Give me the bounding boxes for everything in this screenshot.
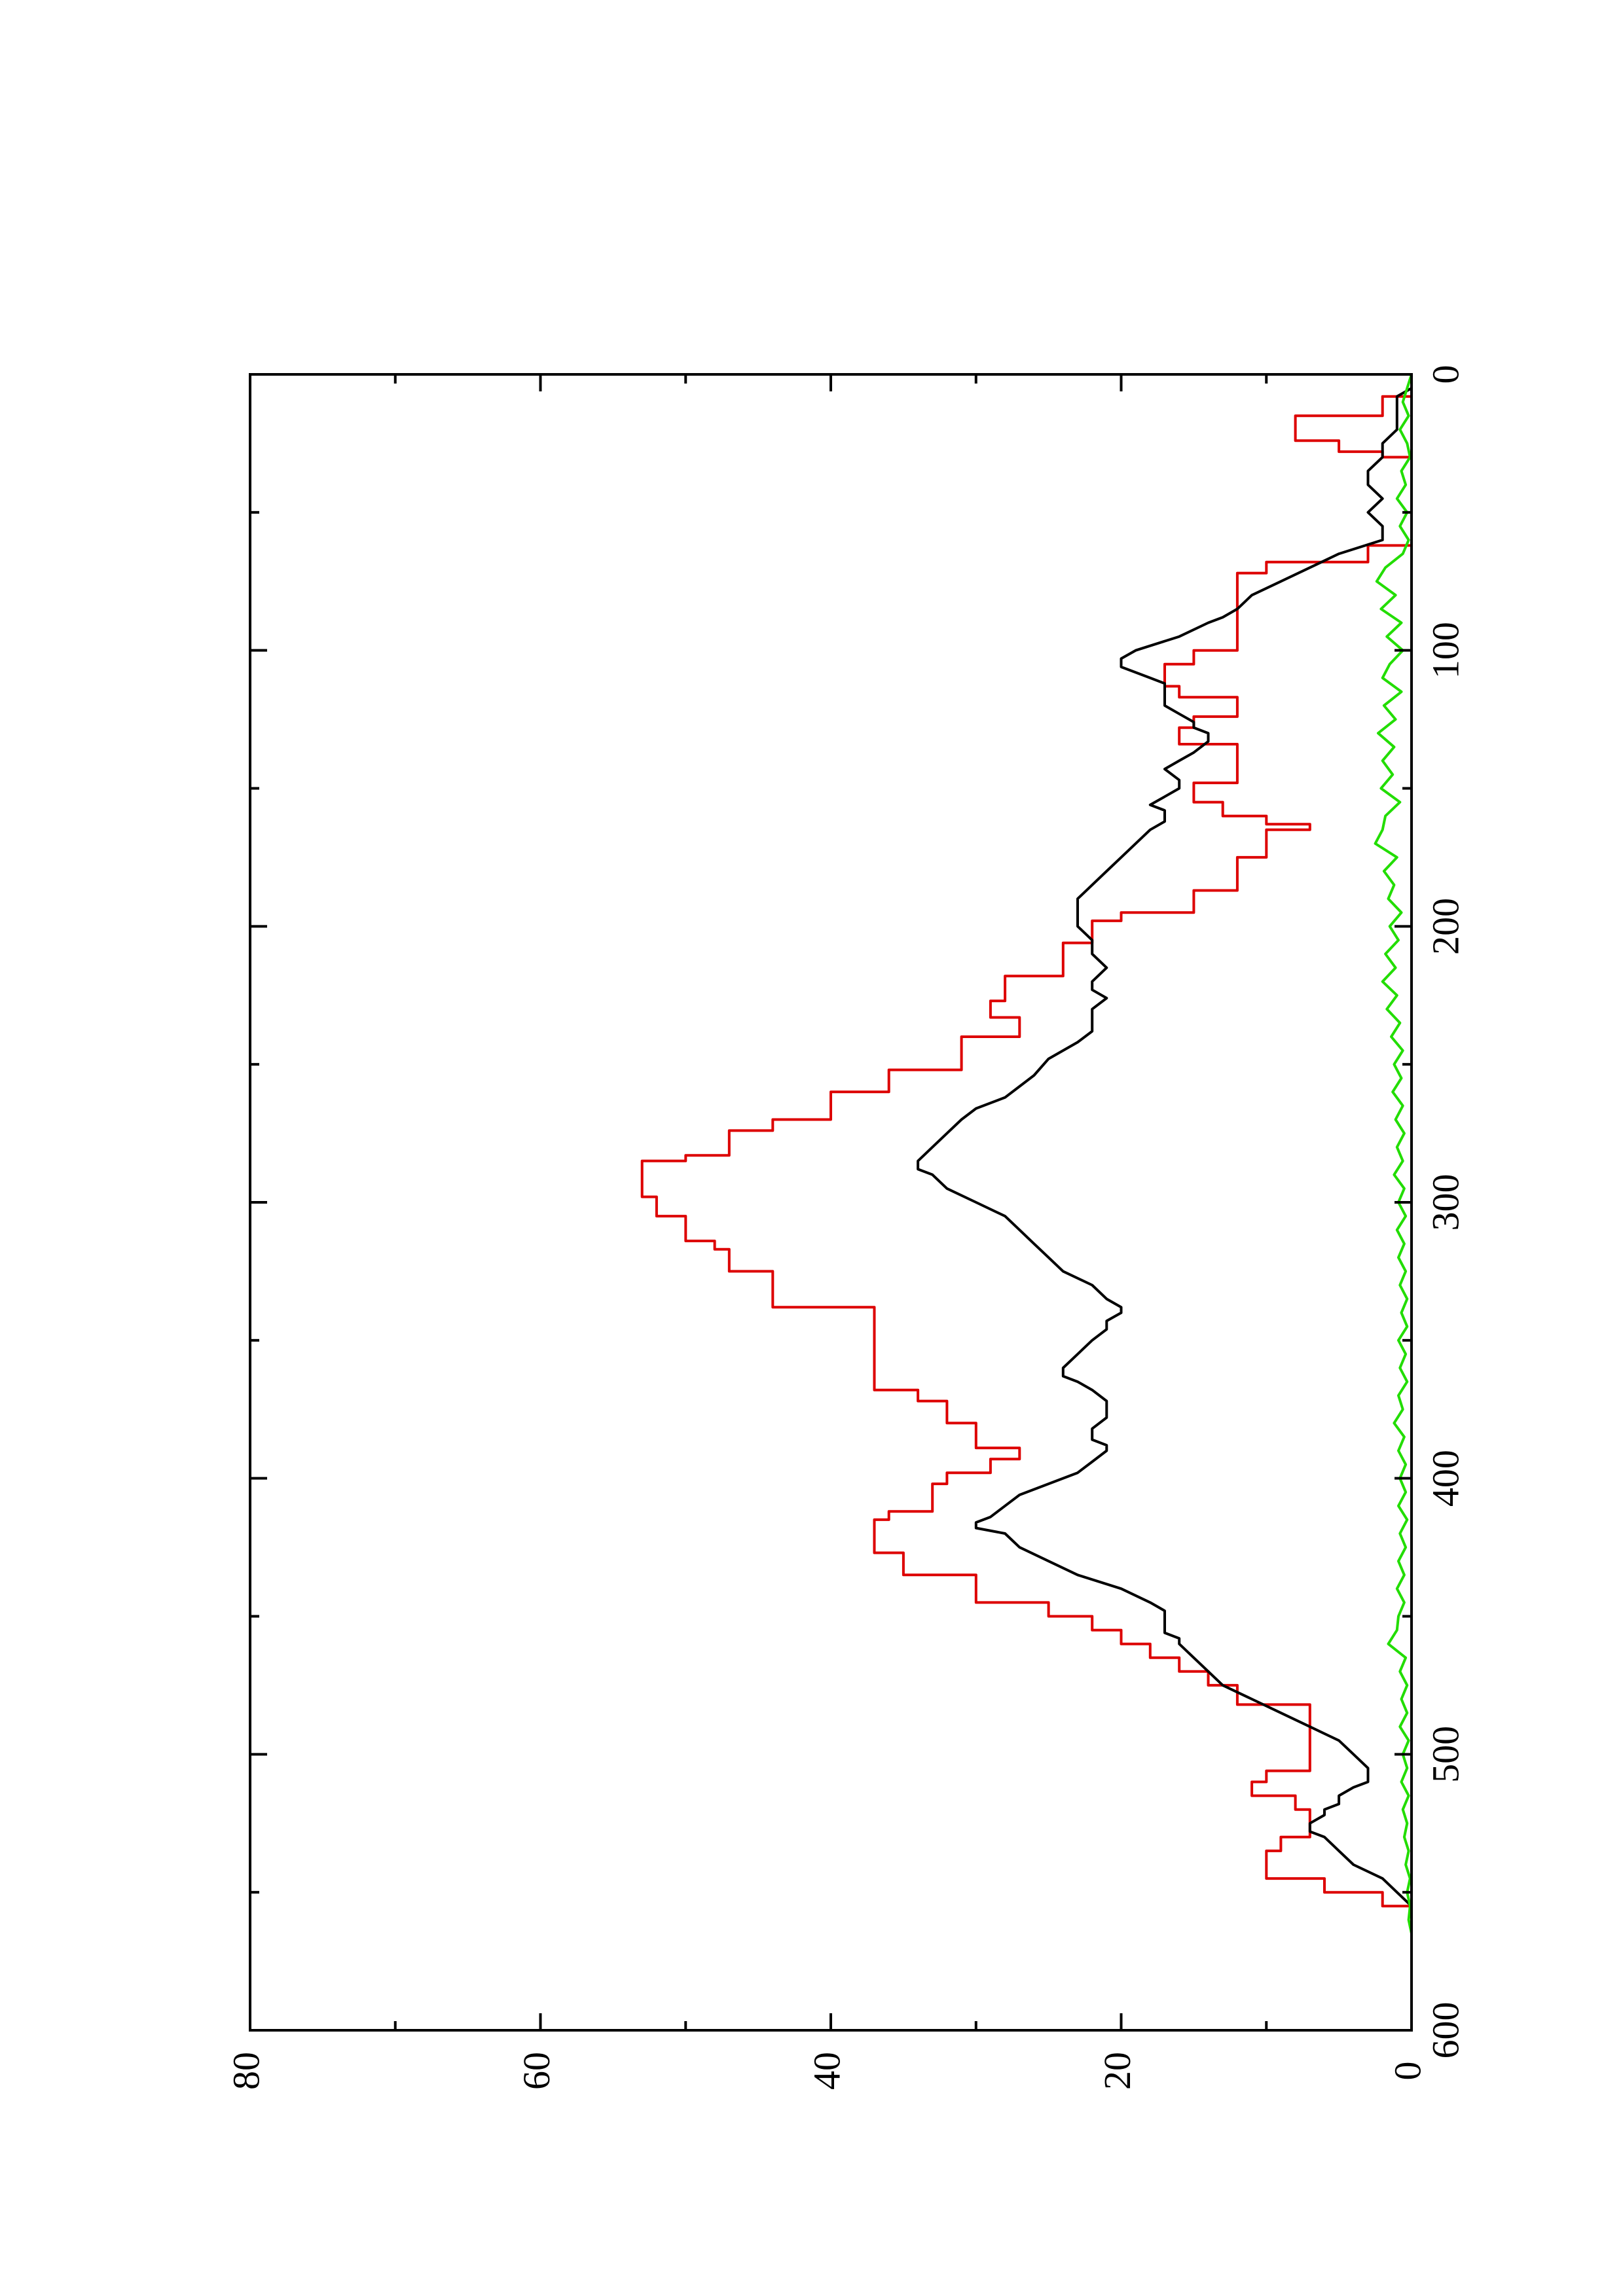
series-line-1 xyxy=(640,374,1413,1920)
label-layer: 0 100 200 300 400 500 600 0 20 40 60 80 xyxy=(225,365,1467,2090)
series-layer xyxy=(640,374,1413,1934)
x-tick-label: 600 xyxy=(1424,2002,1467,2059)
x-tick-label: 100 xyxy=(1424,622,1467,679)
y-tick-label: 40 xyxy=(805,2052,848,2090)
x-tick-label: 400 xyxy=(1424,1450,1467,1507)
plot-frame xyxy=(249,373,1413,2032)
y-tick-label: 0 xyxy=(1386,2062,1429,2081)
y-tick-label: 20 xyxy=(1096,2052,1139,2090)
x-tick-label: 500 xyxy=(1424,1726,1467,1783)
series-line-3 xyxy=(1374,374,1413,1934)
y-tick-label: 60 xyxy=(515,2052,558,2090)
x-tick-label: 300 xyxy=(1424,1174,1467,1231)
x-tick-label: 200 xyxy=(1424,898,1467,955)
series-line-2 xyxy=(917,374,1413,1920)
y-tick-label: 80 xyxy=(225,2052,267,2090)
x-tick-label: 0 xyxy=(1424,365,1467,384)
